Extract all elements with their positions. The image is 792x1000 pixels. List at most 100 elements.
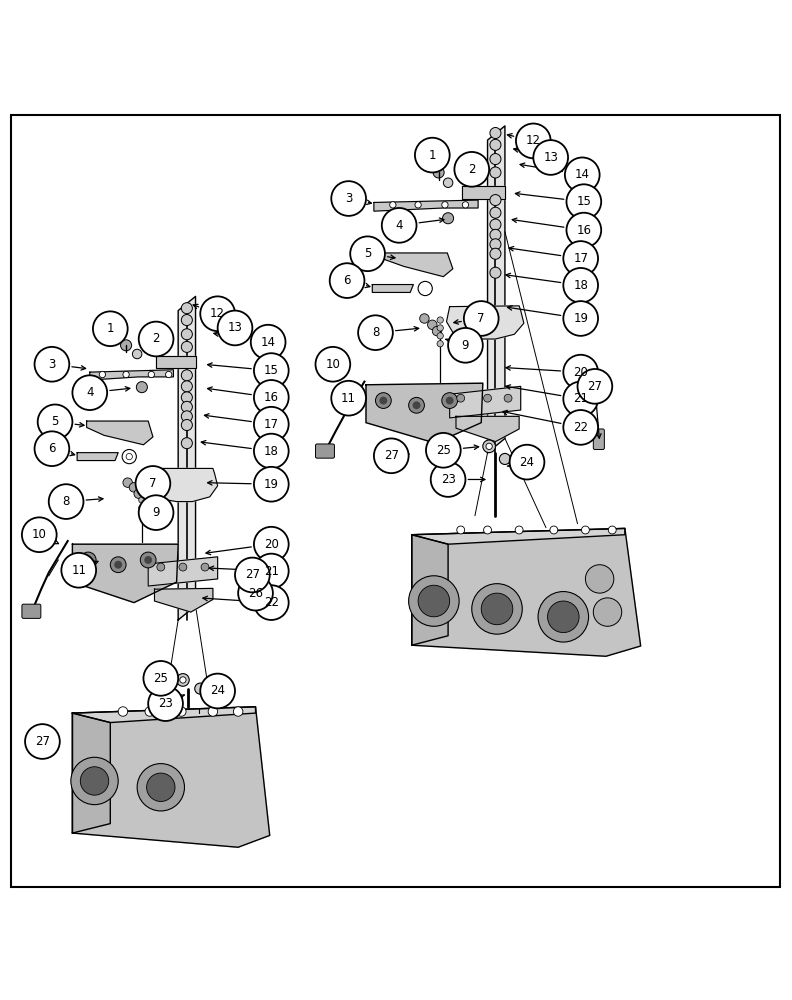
Circle shape bbox=[437, 325, 444, 331]
Circle shape bbox=[265, 590, 275, 599]
Text: 9: 9 bbox=[462, 339, 469, 352]
Circle shape bbox=[490, 239, 501, 250]
Text: 16: 16 bbox=[264, 391, 279, 404]
Text: 10: 10 bbox=[326, 358, 341, 371]
Circle shape bbox=[234, 707, 243, 716]
Circle shape bbox=[123, 371, 129, 378]
Polygon shape bbox=[72, 544, 178, 603]
Circle shape bbox=[443, 213, 454, 224]
Circle shape bbox=[99, 371, 105, 378]
Circle shape bbox=[147, 773, 175, 801]
Circle shape bbox=[437, 341, 444, 347]
FancyBboxPatch shape bbox=[33, 738, 55, 748]
Circle shape bbox=[457, 394, 465, 402]
Polygon shape bbox=[374, 200, 478, 211]
Text: 9: 9 bbox=[152, 506, 160, 519]
Polygon shape bbox=[456, 416, 519, 442]
Circle shape bbox=[442, 202, 448, 208]
Circle shape bbox=[123, 478, 132, 487]
FancyBboxPatch shape bbox=[266, 596, 276, 603]
Circle shape bbox=[181, 438, 192, 449]
Text: 16: 16 bbox=[577, 224, 592, 237]
Text: 5: 5 bbox=[51, 415, 59, 428]
Circle shape bbox=[426, 433, 461, 468]
Text: 11: 11 bbox=[341, 392, 356, 405]
Text: 23: 23 bbox=[440, 473, 455, 486]
Circle shape bbox=[390, 202, 396, 208]
Polygon shape bbox=[412, 528, 625, 544]
Circle shape bbox=[181, 411, 192, 422]
Text: 27: 27 bbox=[384, 449, 398, 462]
Circle shape bbox=[144, 556, 152, 564]
Circle shape bbox=[177, 707, 186, 716]
Circle shape bbox=[126, 453, 132, 460]
Polygon shape bbox=[412, 535, 448, 645]
Circle shape bbox=[84, 556, 92, 564]
Text: 4: 4 bbox=[395, 219, 403, 232]
Circle shape bbox=[509, 445, 544, 479]
Circle shape bbox=[486, 443, 493, 449]
Circle shape bbox=[505, 394, 512, 402]
Text: 23: 23 bbox=[158, 697, 173, 710]
Circle shape bbox=[181, 370, 192, 381]
Circle shape bbox=[375, 393, 391, 408]
Circle shape bbox=[177, 674, 189, 686]
Text: 26: 26 bbox=[248, 587, 263, 600]
Circle shape bbox=[254, 434, 288, 468]
Circle shape bbox=[254, 407, 288, 442]
FancyBboxPatch shape bbox=[593, 429, 604, 449]
Circle shape bbox=[464, 301, 499, 336]
Circle shape bbox=[157, 563, 165, 571]
Text: 20: 20 bbox=[264, 538, 279, 551]
Polygon shape bbox=[86, 421, 153, 445]
Circle shape bbox=[254, 380, 288, 415]
Circle shape bbox=[315, 347, 350, 382]
Circle shape bbox=[533, 140, 568, 175]
Circle shape bbox=[413, 401, 421, 409]
Circle shape bbox=[547, 601, 579, 633]
Circle shape bbox=[80, 767, 109, 795]
Circle shape bbox=[457, 526, 465, 534]
Text: 18: 18 bbox=[264, 445, 279, 458]
Circle shape bbox=[114, 561, 122, 569]
Text: 20: 20 bbox=[573, 366, 588, 379]
Circle shape bbox=[139, 497, 145, 503]
Circle shape bbox=[254, 527, 288, 562]
Circle shape bbox=[331, 381, 366, 416]
Circle shape bbox=[148, 371, 154, 378]
Polygon shape bbox=[72, 707, 256, 723]
Polygon shape bbox=[156, 356, 196, 368]
Circle shape bbox=[179, 563, 187, 571]
Circle shape bbox=[490, 267, 501, 278]
Text: 14: 14 bbox=[575, 168, 590, 181]
Circle shape bbox=[137, 764, 185, 811]
Circle shape bbox=[35, 347, 69, 382]
Polygon shape bbox=[447, 306, 524, 339]
Circle shape bbox=[35, 431, 69, 466]
Polygon shape bbox=[77, 453, 118, 461]
Circle shape bbox=[181, 329, 192, 340]
Circle shape bbox=[482, 593, 512, 625]
Circle shape bbox=[431, 462, 466, 497]
Circle shape bbox=[516, 124, 550, 158]
Text: 6: 6 bbox=[48, 442, 55, 455]
Polygon shape bbox=[145, 468, 218, 502]
Text: 21: 21 bbox=[264, 565, 279, 578]
Circle shape bbox=[350, 236, 385, 271]
Circle shape bbox=[577, 369, 612, 404]
Circle shape bbox=[446, 397, 454, 405]
Circle shape bbox=[139, 489, 145, 495]
Circle shape bbox=[420, 314, 429, 323]
Circle shape bbox=[490, 248, 501, 259]
Circle shape bbox=[139, 322, 173, 356]
Circle shape bbox=[218, 311, 253, 345]
Circle shape bbox=[238, 576, 273, 610]
Circle shape bbox=[72, 375, 107, 410]
Circle shape bbox=[134, 489, 143, 498]
Circle shape bbox=[139, 505, 145, 511]
Circle shape bbox=[93, 311, 128, 346]
Circle shape bbox=[490, 127, 501, 139]
Circle shape bbox=[61, 553, 96, 588]
Text: 8: 8 bbox=[63, 495, 70, 508]
Text: 27: 27 bbox=[35, 735, 50, 748]
